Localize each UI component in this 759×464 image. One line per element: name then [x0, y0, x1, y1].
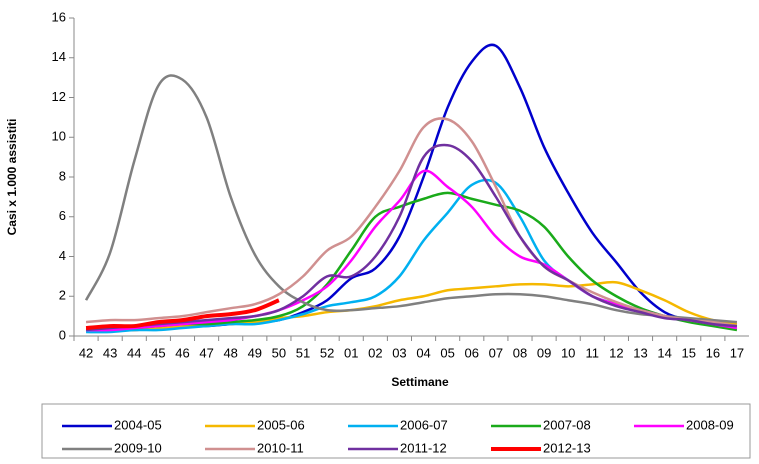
y-tick-label: 12	[52, 89, 66, 104]
series-line	[84, 74, 738, 324]
x-tick-label: 13	[633, 345, 647, 360]
x-tick-label: 14	[657, 345, 671, 360]
y-tick-label: 14	[52, 49, 66, 64]
x-tick-label: 51	[296, 345, 310, 360]
x-axis-label: Settimane	[391, 375, 449, 389]
y-tick-label: 16	[52, 9, 66, 24]
series-line	[85, 143, 738, 332]
x-tick-label: 03	[392, 345, 406, 360]
x-tick-label: 47	[199, 345, 213, 360]
x-tick-label: 52	[320, 345, 334, 360]
y-tick-label: 0	[59, 327, 66, 342]
x-tick-label: 08	[513, 345, 527, 360]
x-tick-label: 07	[489, 345, 503, 360]
x-tick-label: 48	[223, 345, 237, 360]
x-tick-label: 12	[609, 345, 623, 360]
series-line	[85, 117, 738, 328]
y-tick-label: 6	[59, 208, 66, 223]
x-tick-label: 50	[272, 345, 286, 360]
legend-label: 2007-08	[543, 417, 591, 432]
x-tick-label: 16	[706, 345, 720, 360]
legend-label: 2005-06	[257, 417, 305, 432]
x-tick-label: 17	[730, 345, 744, 360]
x-tick-label: 04	[416, 345, 430, 360]
legend-label: 2009-10	[114, 440, 162, 455]
x-tick-label: 01	[344, 345, 358, 360]
x-tick-label: 11	[586, 345, 600, 360]
x-tick-label: 02	[368, 345, 382, 360]
legend-label: 2010-11	[257, 440, 304, 455]
x-tick-label: 43	[103, 345, 117, 360]
legend-label: 2008-09	[686, 417, 734, 432]
x-tick-label: 06	[465, 345, 479, 360]
x-tick-label: 46	[175, 345, 189, 360]
series-line	[85, 298, 280, 331]
legend-label: 2004-05	[114, 417, 162, 432]
y-tick-label: 2	[59, 288, 66, 303]
legend-box	[41, 403, 751, 459]
series-line	[86, 169, 738, 332]
y-tick-label: 4	[59, 248, 66, 263]
x-tick-label: 05	[440, 345, 454, 360]
legend-label: 2012-13	[543, 440, 591, 455]
y-tick-label: 8	[59, 168, 66, 183]
x-tick-label: 49	[248, 345, 262, 360]
x-tick-label: 44	[127, 345, 141, 360]
x-tick-label: 09	[537, 345, 551, 360]
y-axis-label: Casi x 1.000 assistiti	[5, 119, 19, 236]
legend-label: 2011-12	[400, 440, 447, 455]
y-tick-label: 10	[52, 129, 66, 144]
x-tick-label: 45	[151, 345, 165, 360]
x-tick-label: 10	[561, 345, 575, 360]
x-tick-label: 15	[681, 345, 695, 360]
legend-label: 2006-07	[400, 417, 448, 432]
x-tick-label: 42	[79, 345, 93, 360]
